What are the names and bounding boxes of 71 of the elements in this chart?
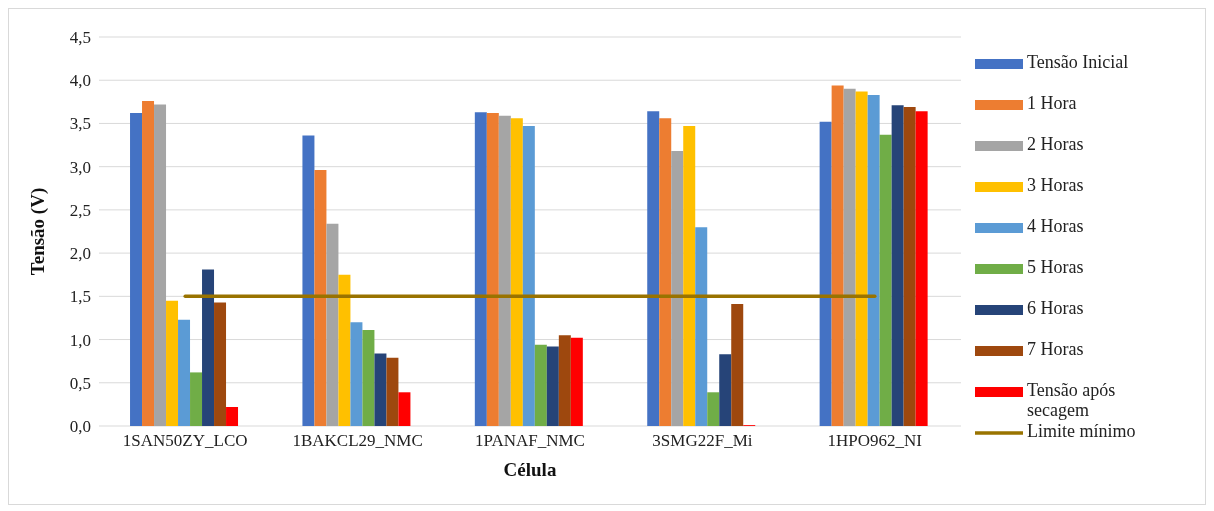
- legend-label: 5 Horas: [1027, 256, 1084, 277]
- bar: [647, 111, 660, 426]
- bar: [903, 107, 916, 426]
- bar: [498, 115, 511, 426]
- x-axis-title: Célula: [503, 459, 557, 480]
- bar: [178, 319, 191, 426]
- y-tick-label: 2,0: [69, 244, 91, 264]
- bar: [695, 227, 708, 426]
- bar: [398, 392, 411, 426]
- bar: [374, 353, 387, 426]
- bar: [879, 134, 892, 426]
- bar: [546, 346, 559, 426]
- legend-label: 6 Horas: [1027, 297, 1084, 318]
- bar: [226, 406, 239, 426]
- bar: [302, 135, 315, 426]
- bar: [707, 392, 720, 426]
- bar: [326, 223, 339, 426]
- legend-label: 4 Horas: [1027, 215, 1084, 236]
- y-tick-label: 4,5: [69, 28, 91, 48]
- x-tick-label: 3SMG22F_Mi: [652, 431, 753, 451]
- bar: [891, 105, 904, 426]
- y-tick-label: 0,5: [69, 373, 91, 393]
- bar: [570, 337, 583, 426]
- bar: [855, 91, 868, 426]
- legend-label: Tensão Inicial: [1027, 51, 1129, 72]
- y-tick-label: 4,0: [69, 71, 91, 91]
- bar: [130, 113, 143, 426]
- y-tick-label: 1,0: [69, 330, 91, 350]
- y-axis-title: Tensão (V): [26, 187, 49, 276]
- legend-label: 3 Horas: [1027, 174, 1084, 195]
- bar: [338, 274, 351, 426]
- bar: [522, 126, 535, 426]
- bar: [350, 322, 363, 426]
- bar: [719, 354, 732, 426]
- x-tick-label: 1BAKCL29_NMC: [292, 431, 423, 451]
- legend-label: 1 Hora: [1027, 92, 1077, 113]
- y-tick-label: 3,5: [69, 114, 91, 134]
- bar: [166, 300, 179, 426]
- bar: [867, 94, 880, 426]
- x-tick-label: 1SAN50ZY_LCO: [122, 431, 248, 451]
- bar: [386, 357, 399, 426]
- legend-label: 7 Horas: [1027, 338, 1084, 359]
- bar: [142, 100, 155, 426]
- bar: [534, 344, 547, 426]
- bar: [915, 111, 928, 426]
- bar: [510, 118, 523, 426]
- x-tick-label: 1PANAF_NMC: [475, 431, 585, 451]
- bar: [486, 113, 499, 426]
- y-tick-label: 0,0: [69, 417, 91, 437]
- bar: [154, 104, 167, 426]
- bar: [683, 126, 696, 426]
- bar: [819, 121, 832, 426]
- legend-label: Limite mínimo: [1027, 420, 1136, 441]
- bar: [558, 335, 571, 426]
- bar: [202, 269, 215, 426]
- legend-label: Tensão após secagem: [1027, 379, 1117, 420]
- bar: [314, 170, 327, 426]
- bar: [843, 88, 856, 426]
- bar: [831, 85, 844, 426]
- bar: [671, 151, 684, 426]
- bar: [659, 118, 672, 426]
- bar: [214, 302, 227, 426]
- bar: [362, 330, 375, 426]
- y-tick-label: 2,5: [69, 200, 91, 220]
- y-tick-label: 3,0: [69, 157, 91, 177]
- bar: [474, 112, 487, 426]
- bar: [190, 372, 203, 426]
- y-tick-label: 1,5: [69, 287, 91, 307]
- bar: [731, 304, 744, 426]
- x-tick-label: 1HPO962_NI: [827, 431, 923, 451]
- legend-label: 2 Horas: [1027, 133, 1084, 154]
